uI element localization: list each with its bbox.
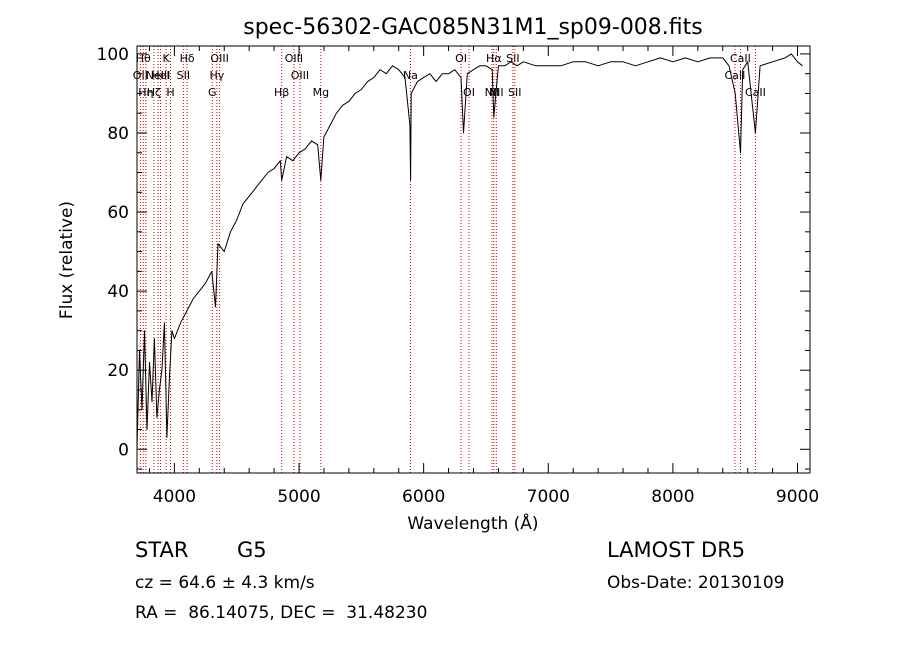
observation-date: Obs-Date: 20130109 bbox=[607, 573, 785, 593]
y-axis: 0 20 40 60 80 100 bbox=[97, 45, 810, 470]
object-subclass: G5 bbox=[237, 538, 267, 562]
x-tick-label-3: 7000 bbox=[527, 487, 570, 507]
spectrum-line-0 bbox=[136, 53, 803, 450]
y-tick-label-4: 80 bbox=[107, 124, 129, 144]
x-tick-label-1: 5000 bbox=[277, 487, 320, 507]
line-label-3: Hζ bbox=[147, 86, 161, 99]
object-class: STAR bbox=[135, 538, 189, 562]
y-tick-label-3: 60 bbox=[107, 203, 129, 223]
line-label-5: HeI bbox=[151, 69, 169, 82]
y-tick-label-0: 0 bbox=[118, 440, 129, 460]
line-label-26: CaII bbox=[730, 52, 751, 65]
line-label-8: SII bbox=[177, 69, 190, 82]
line-label-27: CaII bbox=[745, 86, 766, 99]
line-label-13: Hβ bbox=[274, 86, 289, 99]
line-label-9: Hδ bbox=[180, 52, 195, 65]
line-label-4: NeIII bbox=[146, 69, 171, 82]
line-label-18: OI bbox=[455, 52, 467, 65]
line-label-25: CaII bbox=[725, 69, 746, 82]
x-axis-label: Wavelength (Å) bbox=[407, 512, 538, 534]
coordinates: RA = 86.14075, DEC = 31.48230 bbox=[135, 603, 428, 623]
line-label-6: K bbox=[163, 52, 171, 65]
line-label-1: Hθ bbox=[136, 52, 151, 65]
line-label-10: G bbox=[208, 86, 217, 99]
x-tick-label-2: 6000 bbox=[402, 487, 445, 507]
y-tick-label-5: 100 bbox=[97, 45, 129, 65]
line-label-7: H bbox=[166, 86, 174, 99]
x-tick-label-5: 9000 bbox=[776, 487, 819, 507]
line-label-24: SII bbox=[508, 86, 521, 99]
emission-absorption-lines: OIIHθHηHζNeIIIHeIKHSIIHδGHγOIIIHβOIIIOII… bbox=[133, 46, 766, 473]
redshift-velocity: cz = 64.6 ± 4.3 km/s bbox=[135, 573, 315, 593]
line-label-16: Mg bbox=[313, 86, 329, 99]
y-tick-label-1: 20 bbox=[107, 361, 129, 381]
line-label-12: OIII bbox=[210, 52, 228, 65]
x-tick-label-4: 8000 bbox=[651, 487, 694, 507]
line-label-17: Na bbox=[403, 69, 418, 82]
survey-name: LAMOST DR5 bbox=[607, 538, 746, 562]
plot-frame bbox=[136, 45, 811, 474]
x-axis: 4000 5000 6000 7000 8000 9000 bbox=[148, 46, 819, 507]
y-tick-label-2: 40 bbox=[107, 282, 129, 302]
line-label-14: OIII bbox=[285, 52, 303, 65]
line-label-19: OI bbox=[463, 86, 475, 99]
chart-title: spec-56302-GAC085N31M1_sp09-008.fits bbox=[243, 15, 703, 40]
line-label-21: Hα bbox=[486, 52, 502, 65]
line-label-15: OIII bbox=[291, 69, 309, 82]
line-label-23: SII bbox=[506, 52, 519, 65]
y-axis-label: Flux (relative) bbox=[57, 201, 77, 319]
line-label-2: Hη bbox=[138, 86, 153, 99]
spectrum-series bbox=[136, 53, 803, 450]
line-label-11: Hγ bbox=[209, 69, 224, 82]
x-tick-label-0: 4000 bbox=[153, 487, 196, 507]
